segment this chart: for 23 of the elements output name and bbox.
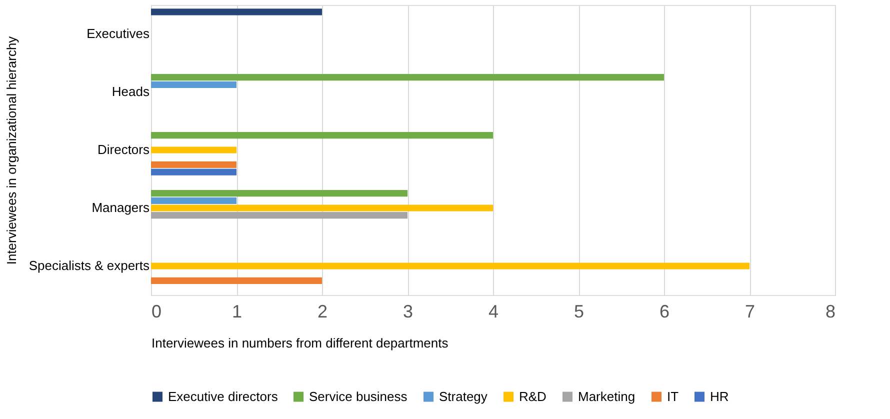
legend-label: Executive directors <box>168 388 278 404</box>
y-tick-label: Specialists & experts <box>28 258 150 273</box>
x-tick-label: 4 <box>488 302 499 322</box>
x-axis-title: Interviewees in numbers from different departments <box>152 336 449 350</box>
x-tick-label: 3 <box>402 302 414 322</box>
legend-label: Strategy <box>439 388 488 404</box>
x-tick-label: 1 <box>232 302 242 322</box>
legend-label: Service business <box>309 388 408 404</box>
x-tick-label: 7 <box>744 302 756 322</box>
y-tick-label: Managers <box>92 200 150 215</box>
x-tick-label: 0 <box>152 302 162 322</box>
y-tick-label: Executives <box>86 26 150 41</box>
legend-label: Marketing <box>578 388 636 404</box>
y-tick-label: Heads <box>112 84 150 99</box>
x-tick-label: 5 <box>574 302 584 322</box>
y-tick-label: Directors <box>97 142 150 157</box>
x-tick-label: 8 <box>825 302 836 322</box>
y-axis-title: Interviewees in organizational hierarchy <box>4 36 19 265</box>
legend-label: HR <box>710 388 729 404</box>
legend-label: IT <box>667 388 679 404</box>
x-tick-label: 6 <box>659 302 670 322</box>
legend-label: R&D <box>519 388 546 404</box>
x-tick-label: 2 <box>317 302 328 322</box>
